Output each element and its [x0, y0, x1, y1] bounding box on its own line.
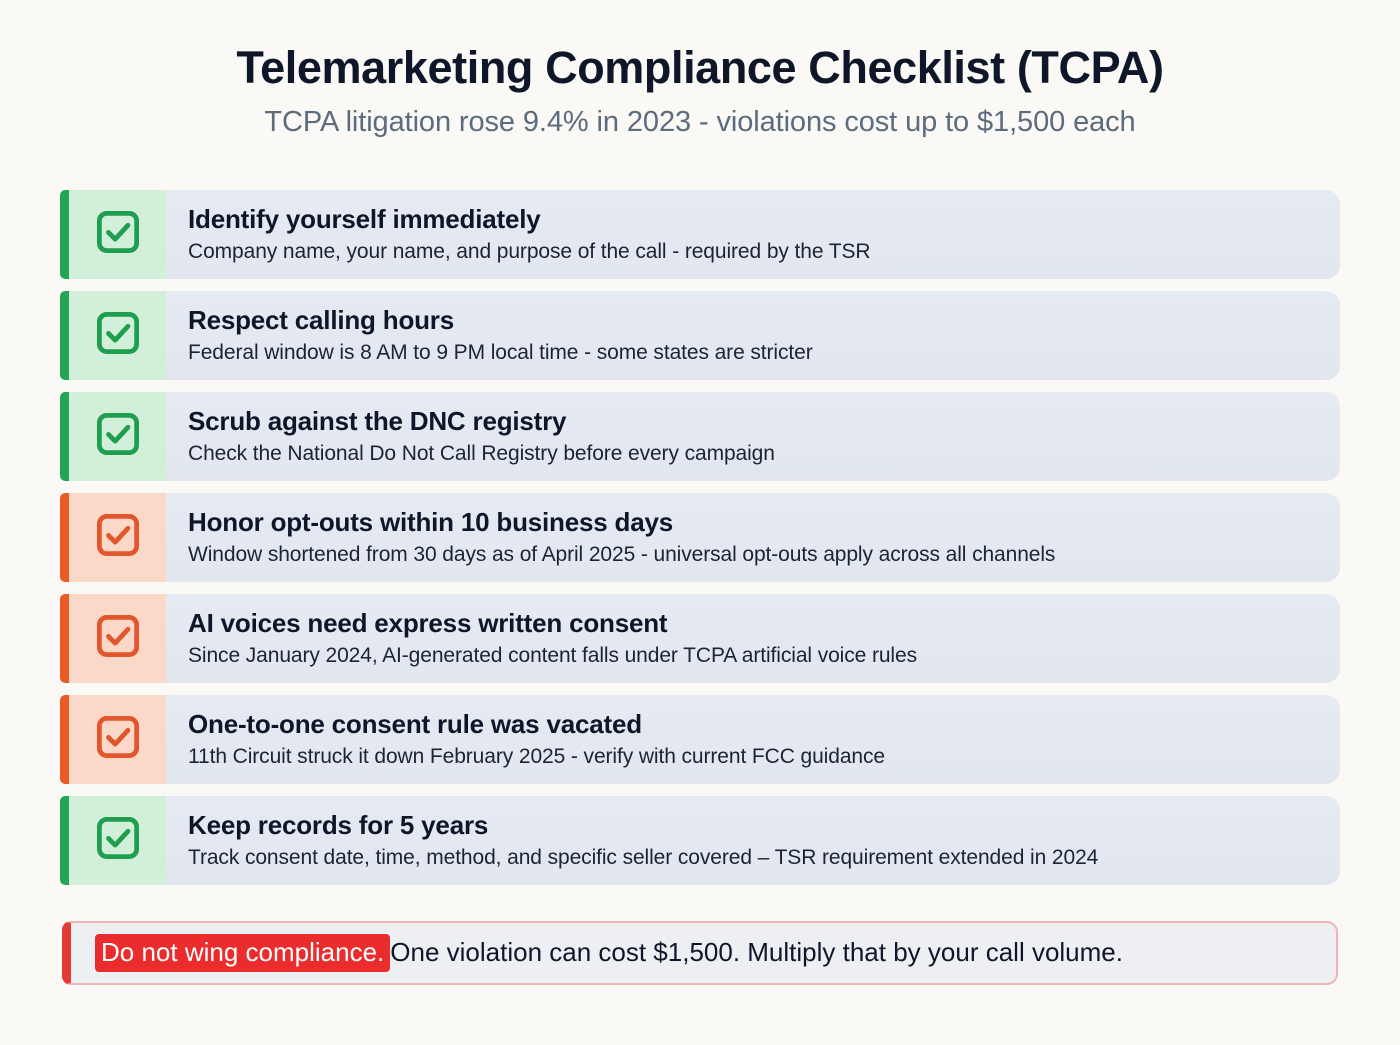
row-accent-bar: [60, 695, 69, 784]
checkbox-checked-icon: [92, 509, 144, 566]
row-text: Honor opt-outs within 10 business days Wi…: [166, 493, 1340, 582]
checklist-row: Keep records for 5 years Track consent da…: [60, 796, 1340, 885]
row-icon-panel: [69, 695, 166, 784]
row-icon-panel: [69, 493, 166, 582]
row-title: One-to-one consent rule was vacated: [188, 708, 642, 739]
checklist-row: Respect calling hours Federal window is 8…: [60, 291, 1340, 380]
row-title: AI voices need express written consent: [188, 607, 668, 638]
row-text: One-to-one consent rule was vacated 11th …: [166, 695, 1340, 784]
checkbox-checked-icon: [92, 206, 144, 263]
row-accent-bar: [60, 190, 69, 279]
checklist-row: One-to-one consent rule was vacated 11th …: [60, 695, 1340, 784]
row-accent-bar: [60, 594, 69, 683]
row-title: Keep records for 5 years: [188, 809, 489, 840]
row-description: 11th Circuit struck it down February 202…: [188, 744, 885, 768]
row-icon-panel: [69, 291, 166, 380]
row-description: Window shortened from 30 days as of Apri…: [188, 542, 1056, 566]
checklist-row: AI voices need express written consent Si…: [60, 594, 1340, 683]
warning-banner-text: Do not wing compliance. One violation can…: [95, 934, 1123, 973]
warning-banner-highlight: Do not wing compliance.: [95, 934, 391, 973]
page-title: Telemarketing Compliance Checklist (TCPA…: [236, 42, 1164, 93]
checklist-row: Honor opt-outs within 10 business days Wi…: [60, 493, 1340, 582]
page-subtitle: TCPA litigation rose 9.4% in 2023 - viol…: [264, 105, 1136, 138]
row-title: Honor opt-outs within 10 business days: [188, 506, 674, 537]
row-icon-panel: [69, 594, 166, 683]
checklist-row: Identify yourself immediately Company nam…: [60, 190, 1340, 279]
checkbox-checked-icon: [92, 408, 144, 465]
row-title: Respect calling hours: [188, 304, 454, 335]
row-title: Identify yourself immediately: [188, 203, 541, 234]
row-accent-bar: [60, 796, 69, 885]
row-text: AI voices need express written consent Si…: [166, 594, 1340, 683]
checkbox-checked-icon: [92, 812, 144, 869]
row-text: Scrub against the DNC registry Check the …: [166, 392, 1340, 481]
row-icon-panel: [69, 392, 166, 481]
row-description: Track consent date, time, method, and sp…: [188, 845, 1099, 869]
row-icon-panel: [69, 190, 166, 279]
header: Telemarketing Compliance Checklist (TCPA…: [0, 0, 1400, 138]
row-description: Since January 2024, AI-generated content…: [188, 643, 917, 667]
row-icon-panel: [69, 796, 166, 885]
warning-banner: Do not wing compliance. One violation can…: [62, 921, 1338, 985]
row-text: Respect calling hours Federal window is 8…: [166, 291, 1340, 380]
warning-banner-rest: One violation can cost $1,500. Multiply …: [390, 937, 1123, 968]
row-description: Company name, your name, and purpose of …: [188, 239, 871, 263]
row-description: Check the National Do Not Call Registry …: [188, 441, 775, 465]
row-accent-bar: [60, 493, 69, 582]
row-text: Identify yourself immediately Company nam…: [166, 190, 1340, 279]
checkbox-checked-icon: [92, 711, 144, 768]
row-accent-bar: [60, 392, 69, 481]
row-accent-bar: [60, 291, 69, 380]
row-description: Federal window is 8 AM to 9 PM local tim…: [188, 340, 813, 364]
checkbox-checked-icon: [92, 610, 144, 667]
row-text: Keep records for 5 years Track consent da…: [166, 796, 1340, 885]
row-title: Scrub against the DNC registry: [188, 405, 567, 436]
checkbox-checked-icon: [92, 307, 144, 364]
checklist: Identify yourself immediately Company nam…: [60, 190, 1340, 897]
checklist-row: Scrub against the DNC registry Check the …: [60, 392, 1340, 481]
